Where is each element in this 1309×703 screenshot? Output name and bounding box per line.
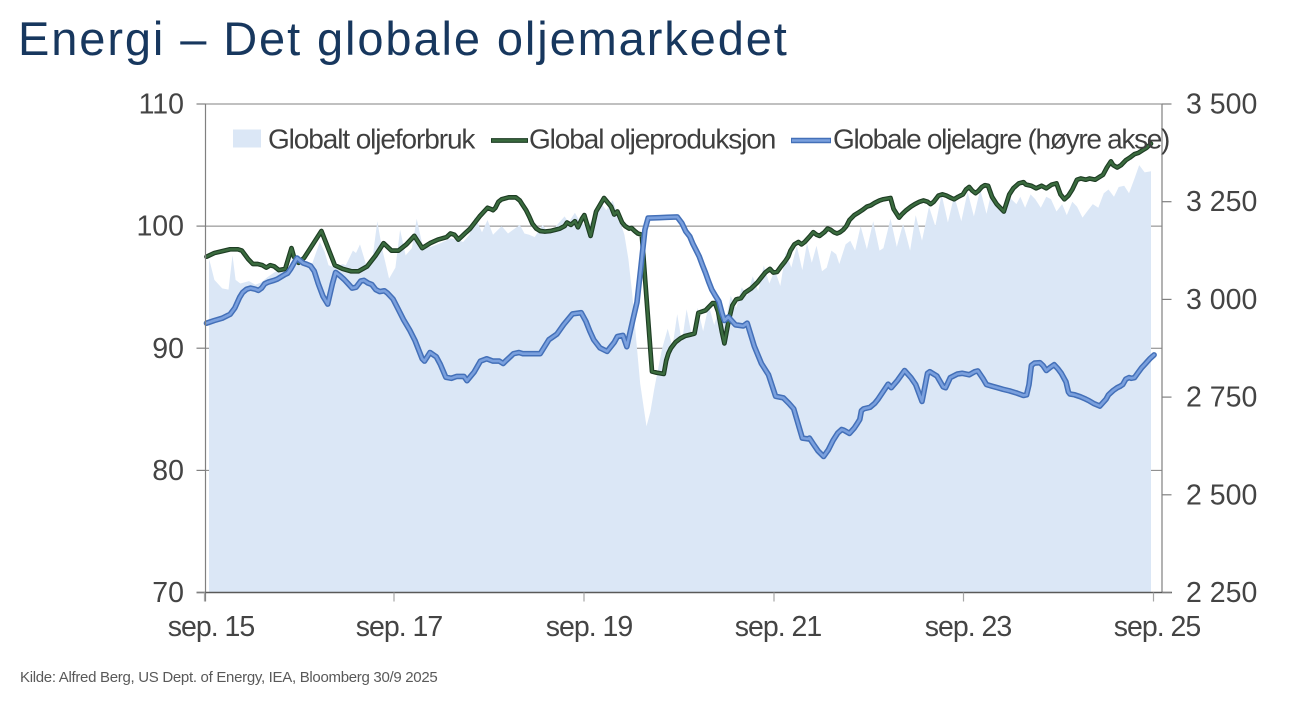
svg-text:Global oljeproduksjon: Global oljeproduksjon <box>529 124 775 155</box>
svg-text:90: 90 <box>152 333 184 365</box>
svg-text:sep. 15: sep. 15 <box>168 611 255 643</box>
svg-text:3 250: 3 250 <box>1186 186 1257 218</box>
svg-text:sep. 25: sep. 25 <box>1114 611 1201 643</box>
svg-text:sep. 19: sep. 19 <box>546 611 633 643</box>
svg-text:110: 110 <box>139 89 184 121</box>
svg-text:2 750: 2 750 <box>1186 382 1257 414</box>
svg-text:sep. 23: sep. 23 <box>925 611 1012 643</box>
svg-text:100: 100 <box>136 211 184 243</box>
svg-text:3 000: 3 000 <box>1186 284 1257 316</box>
svg-text:2 500: 2 500 <box>1186 479 1257 511</box>
svg-text:3 500: 3 500 <box>1186 89 1257 121</box>
svg-text:2 250: 2 250 <box>1186 577 1257 609</box>
svg-text:80: 80 <box>152 455 184 487</box>
svg-text:sep. 17: sep. 17 <box>356 611 443 643</box>
svg-text:sep. 21: sep. 21 <box>735 611 822 643</box>
svg-text:Globale oljelagre (høyre akse): Globale oljelagre (høyre akse) <box>833 124 1169 155</box>
svg-text:Globalt oljeforbruk: Globalt oljeforbruk <box>268 124 476 155</box>
svg-text:70: 70 <box>152 577 184 609</box>
